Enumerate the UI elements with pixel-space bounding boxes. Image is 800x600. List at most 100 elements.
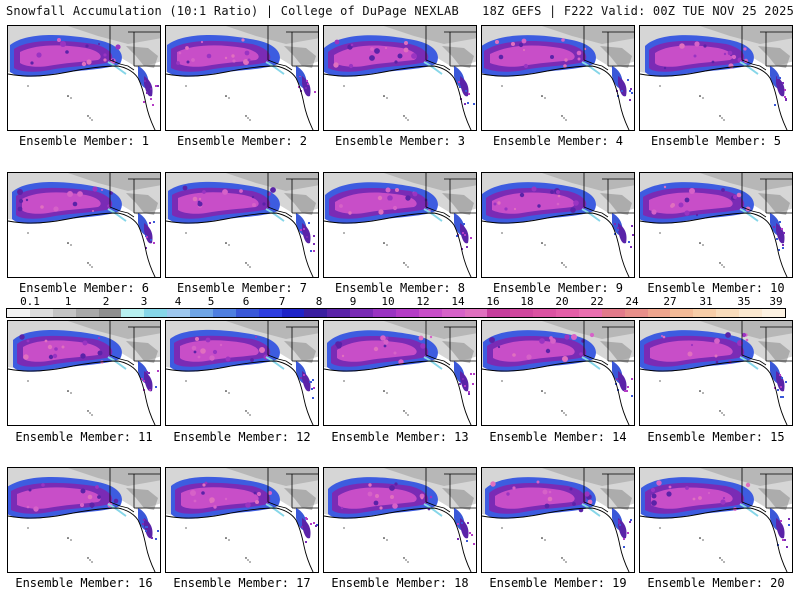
snowfall-map	[166, 321, 318, 425]
snowfall-map	[324, 173, 476, 277]
ensemble-member-map	[481, 467, 635, 573]
ensemble-member-label: Ensemble Member: 4	[492, 134, 624, 148]
snowfall-map	[166, 468, 318, 572]
colorbar-cell	[373, 309, 396, 317]
colorbar-cell	[739, 309, 762, 317]
ensemble-member-label: Ensemble Member: 2	[176, 134, 308, 148]
colorbar-tick-label: 31	[699, 295, 713, 308]
snowfall-map	[640, 468, 792, 572]
colorbar-cell	[395, 309, 419, 317]
colorbar-tick-label: 18	[520, 295, 534, 308]
colorbar-tick-label: 14	[451, 295, 465, 308]
colorbar-tick-label: 12	[416, 295, 430, 308]
ensemble-member-label: Ensemble Member: 18	[331, 576, 469, 590]
snowfall-map	[482, 26, 634, 130]
colorbar-cell	[601, 309, 625, 317]
colorbar-cell	[441, 309, 465, 317]
colorbar-cell	[693, 309, 717, 317]
ensemble-member-map	[323, 467, 477, 573]
ensemble-member-label: Ensemble Member: 3	[334, 134, 466, 148]
ensemble-member-label: Ensemble Member: 16	[15, 576, 153, 590]
ensemble-member-map	[165, 25, 319, 131]
header-left-title: Snowfall Accumulation (10:1 Ratio) | Col…	[6, 4, 459, 18]
colorbar-cell	[327, 309, 351, 317]
colorbar-tick-label: 9	[349, 295, 357, 308]
colorbar-cell	[464, 309, 488, 317]
snowfall-map	[8, 173, 160, 277]
snowfall-map	[8, 321, 160, 425]
ensemble-member-map	[639, 25, 793, 131]
colorbar-cell	[647, 309, 671, 317]
ensemble-member-map	[481, 320, 635, 426]
ensemble-member-map	[323, 320, 477, 426]
colorbar-cell	[258, 309, 282, 317]
colorbar-cell	[670, 309, 694, 317]
colorbar-cell	[7, 309, 30, 317]
snowfall-map	[640, 321, 792, 425]
ensemble-member-label: Ensemble Member: 12	[173, 430, 311, 444]
ensemble-member-label: Ensemble Member: 13	[331, 430, 469, 444]
colorbar-cell	[761, 309, 785, 317]
colorbar-cell	[624, 309, 648, 317]
colorbar-tick-label: 1	[64, 295, 72, 308]
snowfall-map	[8, 26, 160, 130]
colorbar-tick-label: 35	[737, 295, 751, 308]
colorbar-cell	[578, 309, 602, 317]
ensemble-member-label: Ensemble Member: 10	[647, 281, 785, 295]
snowfall-map	[640, 26, 792, 130]
snowfall-map	[166, 173, 318, 277]
colorbar	[6, 308, 786, 318]
snowfall-map	[324, 321, 476, 425]
colorbar-cell	[304, 309, 328, 317]
colorbar-tick-label: 20	[555, 295, 569, 308]
snowfall-map	[482, 173, 634, 277]
ensemble-member-map	[481, 172, 635, 278]
ensemble-member-map	[165, 320, 319, 426]
snowfall-map	[482, 321, 634, 425]
snowfall-map	[324, 26, 476, 130]
colorbar-cell	[235, 309, 259, 317]
colorbar-cell	[510, 309, 534, 317]
colorbar-cell	[716, 309, 739, 317]
colorbar-tick-label: 7	[278, 295, 286, 308]
header-right-title: 18Z GEFS | F222 Valid: 00Z TUE NOV 25 20…	[482, 4, 794, 18]
snowfall-map	[640, 173, 792, 277]
ensemble-member-map	[7, 25, 161, 131]
colorbar-tick-label: 8	[315, 295, 323, 308]
colorbar-cell	[121, 309, 145, 317]
colorbar-cell	[487, 309, 511, 317]
ensemble-member-map	[165, 172, 319, 278]
colorbar-tick-label: 39	[769, 295, 783, 308]
ensemble-member-map	[7, 320, 161, 426]
ensemble-member-label: Ensemble Member: 19	[489, 576, 627, 590]
colorbar-tick-label: 27	[663, 295, 677, 308]
ensemble-member-map	[7, 172, 161, 278]
ensemble-member-label: Ensemble Member: 20	[647, 576, 785, 590]
colorbar-labels: 0.1 1 2 3 4 5 6 7 8 9 10 12 14 16 18 20 22 24 27 31 35 39	[6, 296, 786, 308]
ensemble-member-map	[639, 467, 793, 573]
colorbar-cell	[533, 309, 556, 317]
ensemble-member-map	[481, 25, 635, 131]
colorbar-cell	[212, 309, 236, 317]
snowfall-map	[482, 468, 634, 572]
ensemble-member-map	[639, 320, 793, 426]
colorbar-cell	[29, 309, 53, 317]
colorbar-cell	[52, 309, 76, 317]
colorbar-tick-label: 0.1	[20, 295, 40, 308]
colorbar-tick-label: 5	[207, 295, 215, 308]
ensemble-member-label: Ensemble Member: 7	[176, 281, 308, 295]
ensemble-member-map	[323, 172, 477, 278]
ensemble-member-map	[165, 467, 319, 573]
colorbar-tick-label: 2	[102, 295, 110, 308]
colorbar-cell	[75, 309, 99, 317]
colorbar-cell	[556, 309, 579, 317]
ensemble-member-map	[7, 467, 161, 573]
colorbar-tick-label: 4	[174, 295, 182, 308]
colorbar-tick-label: 24	[625, 295, 639, 308]
snowfall-map	[324, 468, 476, 572]
colorbar-cell	[350, 309, 373, 317]
ensemble-member-label: Ensemble Member: 8	[334, 281, 466, 295]
ensemble-member-label: Ensemble Member: 6	[18, 281, 150, 295]
colorbar-cell	[98, 309, 122, 317]
ensemble-member-label: Ensemble Member: 1	[18, 134, 150, 148]
